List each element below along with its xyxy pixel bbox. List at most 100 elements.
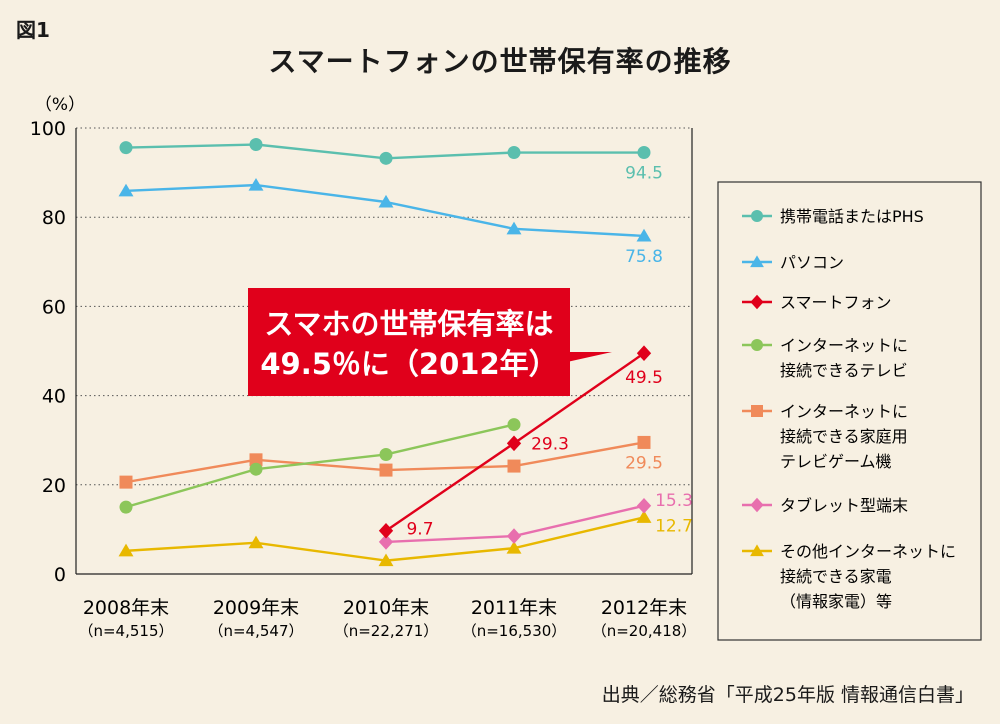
legend-label: スマートフォン	[780, 293, 892, 312]
data-point-other	[378, 553, 394, 567]
data-point-smartphone	[506, 435, 522, 452]
legend-label: 接続できる家庭用	[780, 427, 908, 446]
x-tick-label: 2009年末	[213, 597, 299, 619]
data-point-smartphone	[378, 522, 394, 539]
figure-label: 図1	[16, 18, 50, 42]
legend-marker-smartphone	[750, 294, 764, 310]
callout: スマホの世帯保有率は 49.5％に（2012年）	[248, 288, 612, 396]
series-other: 12.7	[118, 510, 693, 567]
y-tick-label-100: 100	[30, 118, 66, 140]
legend-item-pc: パソコン	[742, 253, 844, 272]
data-point-pc	[506, 221, 522, 235]
data-label-tablet: 15.3	[655, 491, 693, 511]
x-tick-label: 2008年末	[83, 597, 169, 619]
data-point-nettv	[119, 500, 133, 514]
series-line-nettv	[125, 423, 515, 509]
data-label-mobile: 94.5	[625, 164, 663, 184]
axes: （%） 0 20 40 60 80 100 2008年末 （n=4,515） 2009年末 （n=4…	[30, 95, 697, 640]
data-point-console	[249, 453, 263, 467]
data-point-mobile	[637, 146, 651, 160]
legend-marker-other	[750, 544, 764, 557]
data-point-pc	[378, 194, 394, 208]
legend-label: （情報家電）等	[780, 592, 892, 611]
legend-label: 携帯電話またはPHS	[780, 207, 924, 226]
data-point-pc	[248, 177, 264, 191]
data-label-pc: 75.8	[625, 247, 663, 267]
y-tick-label-60: 60	[42, 296, 66, 318]
x-tick-note: （n=16,530）	[462, 622, 567, 640]
data-point-other	[118, 543, 134, 557]
data-point-nettv	[249, 462, 263, 476]
legend-item-mobile: 携帯電話またはPHS	[742, 207, 924, 226]
data-point-mobile	[249, 138, 263, 152]
data-point-nettv	[379, 447, 393, 461]
data-label-console: 29.5	[625, 453, 663, 473]
series-line-pc	[125, 183, 645, 238]
legend-item-smartphone: スマートフォン	[742, 293, 892, 312]
data-point-other	[636, 510, 652, 523]
data-point-tablet	[506, 528, 522, 544]
legend-label: 接続できる家電	[780, 567, 892, 586]
series-smartphone: 9.7 29.3 49.5	[378, 345, 663, 540]
series-nettv	[119, 418, 521, 514]
x-tick-note: （n=20,418）	[592, 622, 697, 640]
data-point-console	[507, 459, 521, 473]
series-tablet: 15.3	[378, 491, 693, 550]
data-point-mobile	[379, 151, 393, 165]
legend-label: タブレット型端末	[780, 496, 908, 515]
chart-title: スマートフォンの世帯保有率の推移	[268, 45, 732, 78]
data-point-mobile	[119, 141, 133, 155]
grid-lines	[76, 127, 692, 486]
legend-label: 接続できるテレビ	[780, 361, 908, 380]
legend: 携帯電話またはPHS パソコンスマートフォンインターネットに接続できるテレビインタ…	[717, 181, 982, 641]
data-label-smartphone: 29.3	[531, 434, 569, 454]
legend-marker-tablet	[750, 497, 764, 513]
data-point-tablet	[636, 497, 652, 514]
legend-label: テレビゲーム機	[780, 452, 892, 471]
legend-label: パソコン	[780, 253, 844, 272]
data-point-console	[637, 435, 651, 449]
legend-label: インターネットに	[780, 402, 908, 421]
legend-marker-pc	[750, 255, 764, 268]
data-point-other	[248, 535, 264, 549]
legend-box	[717, 181, 982, 641]
data-point-console	[119, 475, 133, 489]
data-point-mobile	[507, 146, 521, 160]
y-tick-label-0: 0	[54, 564, 66, 586]
series-group: 29.5 12.7 15.3 75.8 94.5 9.7 29.3 49.5	[118, 138, 693, 567]
x-tick-label: 2011年末	[471, 597, 557, 619]
legend-marker-nettv	[751, 339, 763, 351]
x-tick-note: （n=22,271）	[334, 622, 439, 640]
x-tick-note: （n=4,547）	[208, 622, 303, 640]
callout-box	[248, 288, 570, 396]
data-point-pc	[636, 228, 652, 242]
data-label-other: 12.7	[655, 516, 693, 536]
series-console: 29.5	[119, 435, 663, 489]
y-tick-label-80: 80	[42, 207, 66, 229]
legend-marker-console	[751, 405, 763, 417]
legend-marker-mobile	[751, 210, 763, 222]
data-label-smartphone: 9.7	[406, 520, 433, 540]
source-note: 出典／総務省「平成25年版 情報通信白書」	[601, 684, 974, 706]
y-tick-label-40: 40	[42, 386, 66, 408]
callout-line1: スマホの世帯保有率は	[264, 307, 553, 341]
x-tick-label: 2010年末	[343, 597, 429, 619]
x-tick-label: 2012年末	[601, 597, 687, 619]
legend-label: その他インターネットに	[780, 542, 956, 561]
callout-line2: 49.5％に（2012年）	[260, 347, 557, 381]
data-point-console	[379, 463, 393, 477]
legend-label: インターネットに	[780, 336, 908, 355]
data-point-pc	[118, 183, 134, 197]
data-point-tablet	[378, 534, 394, 550]
data-point-other	[506, 540, 522, 554]
data-point-nettv	[507, 418, 521, 432]
series-pc: 75.8	[118, 177, 663, 267]
data-label-smartphone: 49.5	[625, 368, 663, 388]
y-tick-label-20: 20	[42, 475, 66, 497]
series-mobile: 94.5	[119, 138, 663, 184]
y-axis-unit: （%）	[35, 95, 85, 115]
